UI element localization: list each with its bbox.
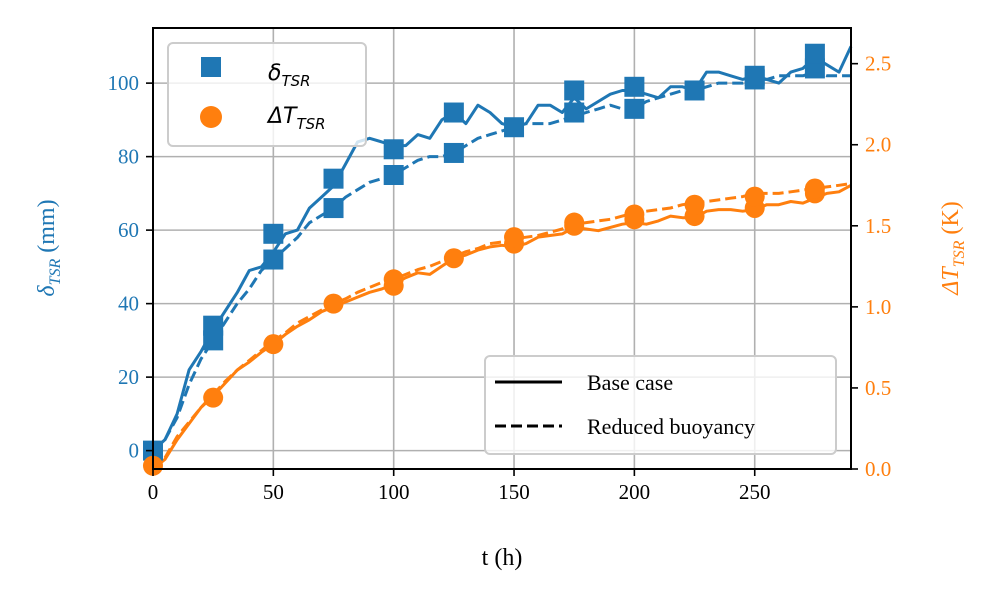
y-left-label-unit: (mm) xyxy=(34,199,60,258)
svg-text:ΔTTSR (K): ΔTTSR (K) xyxy=(938,201,968,295)
legend-bottom-right-box xyxy=(484,355,837,455)
legend-base-case-label: Base case xyxy=(587,370,673,395)
dT-marker xyxy=(564,212,585,233)
delta-marker xyxy=(744,65,765,86)
x-tick-label: 0 xyxy=(148,480,159,504)
y-right-label-main: ΔT xyxy=(938,266,964,296)
legend-top-left: δTSR ΔTTSR xyxy=(167,42,367,147)
dT-marker xyxy=(383,269,404,290)
y-left-tick-label: 40 xyxy=(118,292,139,316)
y-right-axis-ticks: 0.0 0.5 1.0 1.5 2.0 2.5 xyxy=(851,52,891,481)
y-right-tick-label: 2.5 xyxy=(865,52,891,76)
delta-marker xyxy=(684,80,705,101)
legend-circle-marker xyxy=(200,106,222,128)
y-left-tick-label: 20 xyxy=(118,365,139,389)
svg-text:ΔTTSR: ΔTTSR xyxy=(266,104,326,133)
x-axis-ticks: 0 50 100 150 200 250 xyxy=(148,469,771,504)
delta-marker xyxy=(564,80,585,101)
y-right-label-sub: TSR xyxy=(951,240,968,267)
legend-bottom-right: Base case Reduced buoyancy xyxy=(484,355,837,455)
y-right-tick-label: 2.0 xyxy=(865,133,891,157)
delta-marker xyxy=(383,139,404,160)
delta-marker xyxy=(263,249,284,270)
delta-marker xyxy=(443,102,464,123)
delta-marker xyxy=(203,315,224,336)
dT-marker xyxy=(443,248,464,269)
legend-delta-main: δ xyxy=(268,61,281,86)
x-tick-label: 250 xyxy=(739,480,771,504)
delta-marker xyxy=(504,117,525,138)
delta-marker xyxy=(263,223,284,244)
delta-marker xyxy=(564,102,585,123)
y-left-label-sub: TSR xyxy=(47,259,64,286)
y-right-tick-label: 1.5 xyxy=(865,214,891,238)
delta-marker xyxy=(383,165,404,185)
y-left-axis-label: δTSR (mm) xyxy=(34,199,64,296)
x-axis-label: t (h) xyxy=(482,545,523,571)
dT-marker xyxy=(203,387,224,408)
y-left-label-main: δ xyxy=(34,285,60,297)
series-line-1 xyxy=(151,70,851,452)
legend-square-marker xyxy=(201,57,221,77)
dT-marker xyxy=(684,194,705,215)
series-line-3 xyxy=(151,182,852,471)
svg-text:δTSR (mm): δTSR (mm) xyxy=(34,199,64,296)
dT-marker xyxy=(263,334,284,355)
y-right-tick-label: 1.0 xyxy=(865,295,891,319)
dT-marker xyxy=(323,293,344,314)
delta-marker xyxy=(443,142,464,163)
dT-marker xyxy=(624,204,645,225)
marker-layer xyxy=(143,43,825,476)
x-tick-label: 50 xyxy=(263,480,284,504)
delta-marker xyxy=(624,98,645,119)
legend-delta-sub: TSR xyxy=(281,72,310,90)
y-right-label-unit: (K) xyxy=(938,201,964,240)
y-left-tick-label: 80 xyxy=(118,145,139,169)
y-left-axis-ticks: 0 20 40 60 80 100 xyxy=(108,71,153,463)
svg-text:δTSR: δTSR xyxy=(268,61,311,90)
y-left-tick-label: 0 xyxy=(129,439,140,463)
y-right-tick-label: 0.0 xyxy=(865,457,891,481)
y-left-tick-label: 60 xyxy=(118,218,139,242)
dT-marker xyxy=(504,227,525,248)
delta-marker xyxy=(804,43,825,64)
legend-reduced-buoyancy-label: Reduced buoyancy xyxy=(587,414,755,439)
legend-top-left-box xyxy=(167,42,367,147)
dT-marker xyxy=(744,186,765,207)
dT-marker xyxy=(804,178,825,199)
legend-dT-main: ΔT xyxy=(266,104,298,129)
delta-marker xyxy=(624,76,645,97)
legend-dT-sub: TSR xyxy=(297,115,326,133)
delta-marker xyxy=(323,198,344,219)
y-left-tick-label: 100 xyxy=(108,71,140,95)
y-right-axis-label: ΔTTSR (K) xyxy=(938,201,968,295)
delta-marker xyxy=(323,168,344,189)
y-right-tick-label: 0.5 xyxy=(865,376,891,400)
plot-frame xyxy=(152,27,852,470)
x-tick-label: 150 xyxy=(498,480,530,504)
x-tick-label: 200 xyxy=(619,480,651,504)
x-tick-label: 100 xyxy=(378,480,410,504)
